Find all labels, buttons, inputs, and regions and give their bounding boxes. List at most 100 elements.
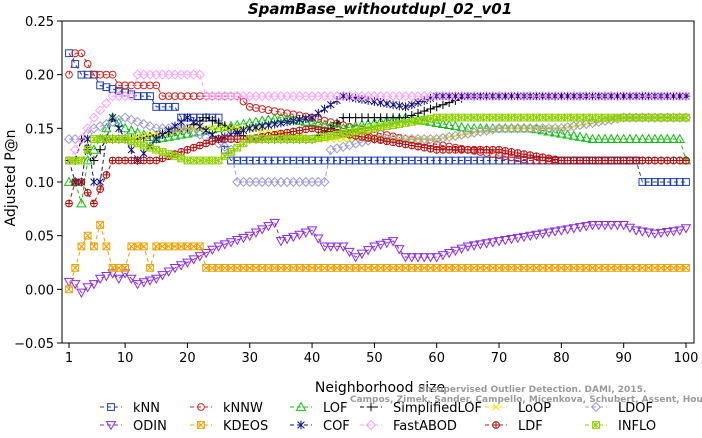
data-point xyxy=(457,156,466,165)
data-point xyxy=(395,139,404,148)
data-point xyxy=(171,242,179,251)
data-point xyxy=(88,112,100,123)
data-point xyxy=(495,156,503,165)
data-point xyxy=(587,133,598,143)
data-point xyxy=(114,135,123,143)
data-point xyxy=(389,138,397,147)
data-point xyxy=(407,117,416,126)
data-point xyxy=(194,252,206,262)
data-point xyxy=(138,118,149,130)
data-point xyxy=(269,218,280,229)
data-point xyxy=(418,115,430,125)
data-point xyxy=(115,123,123,133)
series-fastabod xyxy=(63,69,692,166)
chart-title: SpamBase_withoutdupl_02_v01 xyxy=(248,0,512,18)
data-point xyxy=(71,263,80,272)
data-point xyxy=(306,226,318,236)
data-point xyxy=(227,148,235,156)
data-point xyxy=(164,102,173,111)
data-point xyxy=(532,113,541,122)
data-point xyxy=(507,113,516,122)
data-point xyxy=(426,156,435,165)
data-point xyxy=(613,263,622,272)
data-point xyxy=(663,263,672,272)
data-point xyxy=(655,133,667,143)
data-point xyxy=(414,263,422,272)
data-point xyxy=(101,272,112,282)
data-point xyxy=(513,263,522,272)
data-point xyxy=(314,156,323,165)
data-point xyxy=(339,263,348,272)
data-point xyxy=(657,263,665,272)
x-tick-label: 50 xyxy=(366,351,383,366)
data-point xyxy=(626,156,634,165)
data-point xyxy=(682,113,690,122)
data-point xyxy=(163,131,174,141)
data-point xyxy=(152,102,161,111)
data-point xyxy=(419,106,429,116)
data-point xyxy=(526,151,535,160)
data-point xyxy=(295,135,304,143)
legend-label: INFLO xyxy=(618,419,656,434)
data-point xyxy=(612,221,623,231)
data-point xyxy=(401,102,410,112)
data-point xyxy=(437,118,449,128)
data-point xyxy=(426,104,435,114)
data-point xyxy=(263,222,274,232)
data-point xyxy=(320,156,329,165)
data-point xyxy=(345,128,354,137)
data-point xyxy=(275,237,287,247)
data-point xyxy=(121,81,129,90)
x-tick-label: 60 xyxy=(428,351,445,366)
data-point xyxy=(358,263,366,272)
data-point xyxy=(418,253,430,263)
data-point xyxy=(245,135,254,143)
data-point xyxy=(88,280,100,290)
data-point xyxy=(139,92,148,101)
data-point xyxy=(182,258,193,268)
data-point xyxy=(613,113,622,122)
data-point xyxy=(332,118,342,128)
data-point xyxy=(76,288,87,298)
data-point xyxy=(389,100,397,110)
data-point xyxy=(239,263,248,272)
data-point xyxy=(313,234,324,244)
data-point xyxy=(662,228,673,238)
data-point xyxy=(512,233,523,244)
data-point xyxy=(283,128,292,137)
data-point xyxy=(175,129,187,139)
data-point xyxy=(83,145,92,154)
data-point xyxy=(406,253,418,263)
data-point xyxy=(214,156,223,165)
data-point xyxy=(133,139,142,148)
legend-label: SimplifiedLOF xyxy=(393,401,482,416)
data-point xyxy=(308,113,316,122)
y-tick-label: −0.05 xyxy=(14,337,54,352)
data-point xyxy=(501,263,510,272)
data-point xyxy=(158,92,167,101)
data-point xyxy=(239,126,248,135)
data-point xyxy=(475,240,486,250)
data-point xyxy=(177,92,186,101)
data-point xyxy=(644,113,653,122)
data-point xyxy=(426,263,435,272)
data-point xyxy=(675,113,684,122)
data-point xyxy=(252,135,260,143)
data-point xyxy=(655,228,667,239)
data-point xyxy=(375,240,386,251)
data-point xyxy=(476,113,485,122)
data-point xyxy=(102,70,111,79)
data-point xyxy=(414,116,422,125)
data-point xyxy=(114,263,123,272)
legend-marker xyxy=(365,419,377,431)
data-point xyxy=(462,128,473,139)
data-point xyxy=(593,133,605,143)
data-point xyxy=(195,92,204,101)
data-point xyxy=(258,121,266,131)
data-point xyxy=(513,113,522,122)
data-point xyxy=(252,122,260,132)
data-point xyxy=(189,156,198,165)
data-point xyxy=(244,231,255,242)
data-point xyxy=(657,113,665,122)
data-point xyxy=(90,70,98,79)
